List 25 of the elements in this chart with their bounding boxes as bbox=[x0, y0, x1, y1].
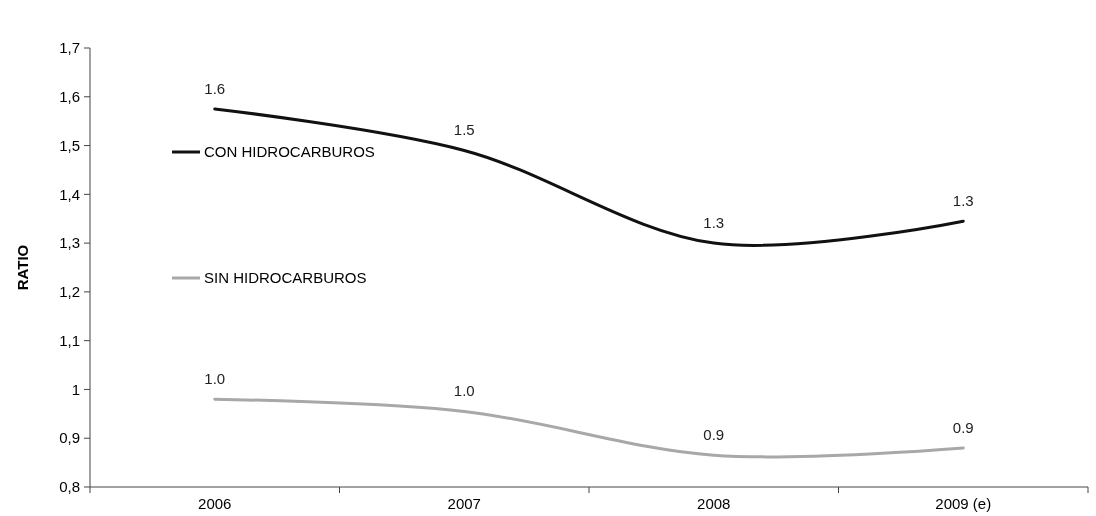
y-tick-label: 1,5 bbox=[59, 136, 80, 154]
y-tick-label: 1,1 bbox=[59, 331, 80, 349]
y-tick-label: 0,8 bbox=[59, 478, 80, 496]
data-label: 1.3 bbox=[952, 192, 974, 210]
data-label: 0.9 bbox=[703, 426, 725, 444]
data-label: 1.6 bbox=[204, 79, 226, 97]
y-tick-label: 1,4 bbox=[59, 185, 80, 203]
legend-label: CON HIDROCARBUROS bbox=[204, 143, 375, 161]
x-tick-label: 2009 (e) bbox=[935, 495, 992, 512]
y-axis-title: RATIO bbox=[14, 244, 31, 291]
y-tick-label: 1,6 bbox=[59, 88, 80, 106]
data-label: 1.0 bbox=[204, 370, 226, 388]
data-label: 1.3 bbox=[703, 214, 725, 232]
y-tick-label: 1 bbox=[71, 380, 80, 398]
x-tick-label: 2008 bbox=[697, 495, 731, 512]
data-label: 1.0 bbox=[453, 382, 475, 400]
y-tick-label: 1,2 bbox=[59, 283, 80, 301]
y-tick-label: 1,3 bbox=[59, 234, 80, 252]
legend-label: SIN HIDROCARBUROS bbox=[204, 269, 367, 287]
y-tick-label: 1,7 bbox=[59, 39, 80, 57]
x-tick-label: 2007 bbox=[447, 495, 481, 512]
x-tick-label: 2006 bbox=[198, 495, 232, 512]
data-label: 0.9 bbox=[952, 418, 974, 436]
y-tick-label: 0,9 bbox=[59, 429, 80, 447]
data-label: 1.5 bbox=[453, 121, 475, 139]
